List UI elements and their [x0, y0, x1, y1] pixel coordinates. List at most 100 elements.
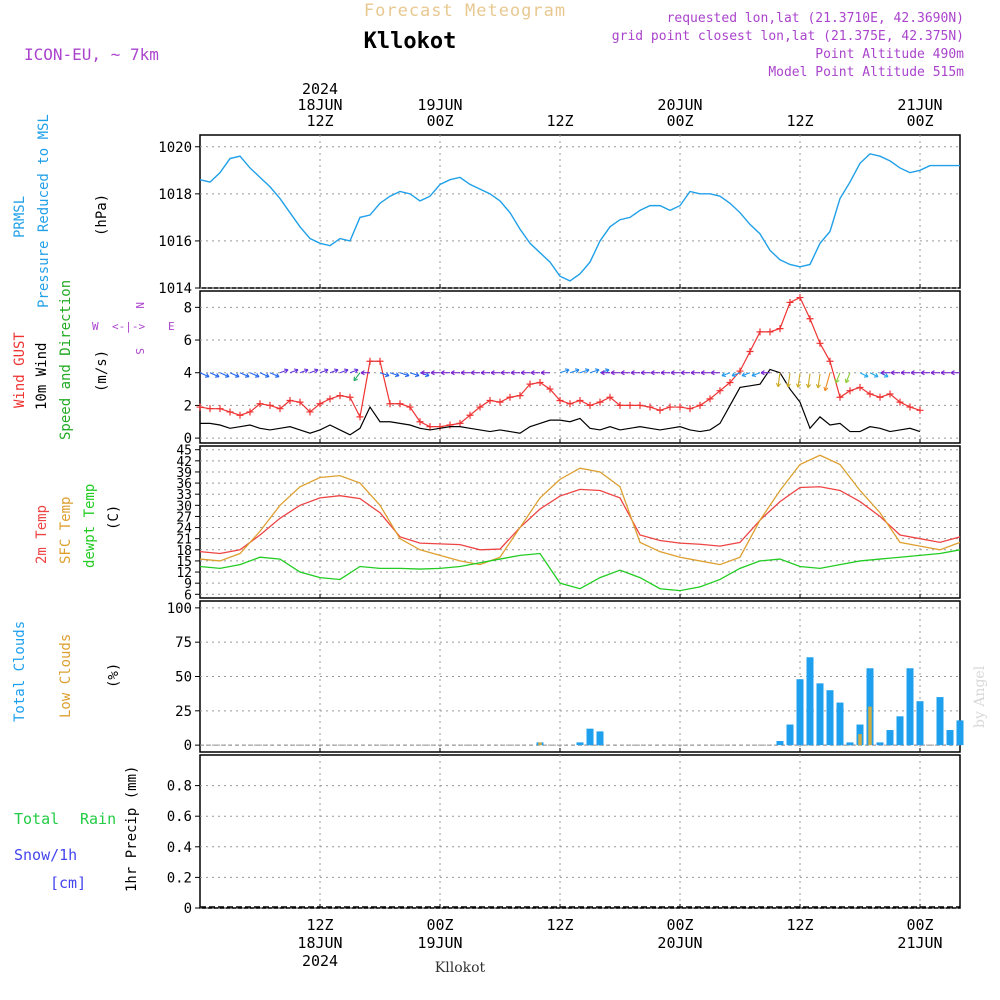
temp-unit: (C) [106, 505, 122, 530]
gust-marker [726, 379, 734, 387]
y-tick-label: 0.2 [167, 870, 192, 886]
y-tick-label: 24 [176, 522, 192, 537]
wind-arrow [721, 372, 731, 377]
gust-marker [616, 401, 624, 409]
panel-2: 0 2 4 6 8 [184, 290, 961, 447]
gust-marker [476, 403, 484, 411]
sfctemp-line [199, 454, 961, 566]
wind-arrow [389, 372, 400, 377]
wind-direction-label: Speed and Direction [58, 280, 74, 440]
total-cloud-bar [806, 657, 814, 746]
wind-arrow [589, 369, 600, 374]
wind-arrow-head [430, 370, 435, 376]
gust-marker [486, 397, 494, 405]
wind-arrow-head [283, 368, 289, 374]
panel-5: 0 0.2 0.4 0.6 0.8 [167, 754, 961, 917]
gust-marker [516, 392, 524, 400]
total-rain-label-1: Total [14, 810, 59, 828]
wind-arrow-head [640, 370, 645, 376]
wind-arrow-head [214, 373, 220, 378]
gust-marker [236, 411, 244, 419]
panel-frame [199, 134, 961, 289]
gust-marker [256, 400, 264, 408]
wind-arrow-head [630, 370, 635, 376]
y-tick-label: 42 [176, 455, 192, 470]
wind-arrow-head [721, 372, 727, 377]
wind-arrow-head [313, 368, 319, 374]
wind-arrow-head [450, 370, 455, 376]
wind-arrow [787, 372, 791, 388]
gust-marker [746, 347, 754, 355]
compass-south: S [133, 348, 146, 355]
wind-arrow [289, 369, 299, 374]
y-tick-label: 0 [184, 431, 192, 447]
gust-marker [586, 401, 594, 409]
wind-arrow-head [620, 370, 625, 376]
wind-arrow-head [254, 373, 260, 378]
y-tick-label: 50 [175, 670, 192, 686]
wind-arrow-head [650, 370, 655, 376]
low-clouds-label: Low Clouds [58, 634, 74, 718]
total-cloud-bar [816, 683, 824, 746]
gust-marker [706, 395, 714, 403]
time-label-bottom: 12Z [546, 916, 573, 934]
gust-marker [526, 380, 534, 388]
wind-line [200, 368, 921, 436]
wind-arrow [817, 373, 821, 388]
y-tick-label: 15 [176, 555, 192, 570]
gust-marker [196, 403, 204, 411]
panel-1: 1014 1016 1018 1020 [158, 134, 961, 297]
y-tick-label: 100 [167, 601, 192, 617]
time-label-bottom: 20JUN [657, 934, 702, 952]
plot-panels: 1014101610181020024686912151821242730333… [158, 134, 964, 917]
wind-arrow [859, 372, 869, 378]
wind-arrow-head [880, 370, 885, 376]
wind-arrow [741, 372, 751, 377]
wind-arrow-head [234, 373, 240, 378]
total-rain-label-2: Rain [80, 810, 116, 828]
total-cloud-bar [906, 668, 914, 746]
total-cloud-bar [586, 728, 594, 746]
gridpoint-coords: grid point closest lon,lat (21.375E, 42.… [612, 29, 964, 44]
wind-arrow [199, 372, 210, 378]
gust-marker [636, 401, 644, 409]
wind-arrow-head [700, 370, 705, 376]
gust-marker [546, 385, 554, 393]
wind-arrow-head [680, 370, 685, 376]
y-tick-label: 4 [184, 366, 192, 382]
wind-arrow-head [584, 368, 590, 374]
time-label-bottom: 00Z [666, 916, 693, 934]
wind-arrow-head [610, 370, 615, 376]
wind-arrow-head [805, 383, 811, 388]
y-tick-label: 27 [176, 510, 192, 525]
gust-marker [676, 403, 684, 411]
time-label-top: 12Z [306, 112, 333, 130]
wind-arrow-head [353, 368, 359, 374]
gust-marker [336, 392, 344, 400]
precip-unit: 1hr Precip (mm) [124, 766, 140, 892]
gust-marker [246, 408, 254, 416]
wind-arrow [751, 372, 761, 377]
gust-marker [306, 408, 314, 416]
wind-arrow [259, 372, 270, 378]
pressure-line [199, 153, 960, 282]
wind-arrow-head [540, 370, 545, 376]
total-cloud-bar [596, 731, 604, 746]
credit-watermark: by Angel [972, 665, 988, 728]
wind-arrow-head [394, 372, 400, 378]
time-label-top: 12Z [786, 112, 813, 130]
wind-arrow-head [823, 386, 829, 392]
panel-4-labels: Total Clouds Low Clouds (%) [12, 621, 122, 722]
total-cloud-bar [796, 679, 804, 746]
gust-marker [216, 405, 224, 413]
gust-marker [376, 357, 384, 365]
gust-marker [806, 315, 814, 323]
prmsl-label: PRMSL [12, 196, 28, 238]
total-cloud-bar [876, 742, 884, 746]
model-altitude: Model Point Altitude 515m [768, 65, 964, 80]
gust-marker [296, 398, 304, 406]
gust-marker [886, 390, 894, 398]
gust-label: Wind GUST [12, 332, 28, 408]
wind-arrow [279, 369, 289, 374]
wind-arrow-head [940, 370, 945, 376]
